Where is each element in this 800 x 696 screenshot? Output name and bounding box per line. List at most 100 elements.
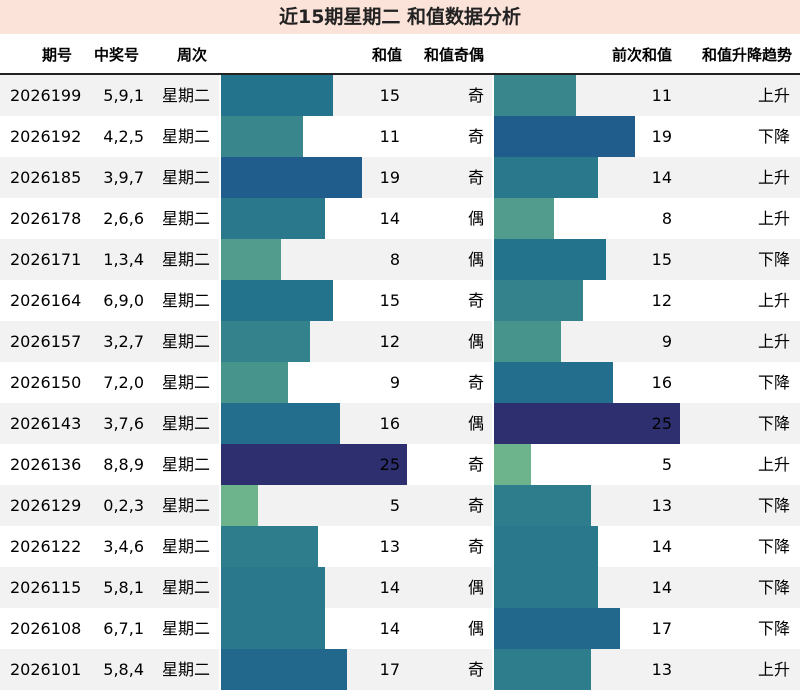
sum-bar — [221, 280, 333, 321]
sum-bar — [221, 444, 407, 485]
column-separator — [219, 280, 221, 321]
column-separator — [219, 567, 221, 608]
issue-cell: 2026108 — [10, 619, 82, 638]
trend-cell: 上升 — [757, 291, 790, 310]
prev-sum-cell: 25 — [651, 414, 672, 433]
issue-cell: 2026178 — [10, 209, 82, 228]
header-parity: 和值奇偶 — [423, 46, 484, 64]
parity-cell: 奇 — [467, 127, 484, 146]
trend-cell: 上升 — [757, 86, 790, 105]
column-separator — [219, 198, 221, 239]
prev-sum-cell: 8 — [661, 209, 672, 228]
weekday-cell: 星期二 — [162, 168, 211, 187]
prev-sum-cell: 11 — [651, 86, 672, 105]
table-row: 2026129 0,2,3 星期二 5 奇 13 下降 — [0, 485, 800, 526]
issue-cell: 2026122 — [10, 537, 82, 556]
table-row: 2026164 6,9,0 星期二 15 奇 12 上升 — [0, 280, 800, 321]
sum-cell: 19 — [379, 168, 400, 187]
numbers-cell: 0,2,3 — [103, 496, 144, 515]
weekday-cell: 星期二 — [162, 250, 211, 269]
sum-bar — [221, 485, 258, 526]
sum-cell: 25 — [379, 455, 400, 474]
table-row: 2026122 3,4,6 星期二 13 奇 14 下降 — [0, 526, 800, 567]
column-separator — [492, 526, 494, 567]
column-separator — [219, 321, 221, 362]
issue-cell: 2026185 — [10, 168, 82, 187]
table-row: 2026185 3,9,7 星期二 19 奇 14 上升 — [0, 157, 800, 198]
trend-cell: 下降 — [757, 537, 790, 556]
column-separator — [219, 649, 221, 690]
column-separator — [219, 608, 221, 649]
sum-cell: 14 — [379, 619, 400, 638]
trend-cell: 上升 — [757, 660, 790, 679]
sum-cell: 15 — [379, 291, 400, 310]
prev-sum-cell: 5 — [661, 455, 672, 474]
numbers-cell: 1,3,4 — [103, 250, 144, 269]
parity-cell: 奇 — [467, 537, 484, 556]
weekday-cell: 星期二 — [162, 127, 211, 146]
prev-sum-cell: 9 — [661, 332, 672, 351]
prev-sum-bar — [494, 116, 635, 157]
issue-cell: 2026115 — [10, 578, 82, 597]
sum-bar — [221, 608, 325, 649]
column-separator — [492, 239, 494, 280]
prev-sum-bar — [494, 403, 680, 444]
numbers-cell: 6,9,0 — [103, 291, 144, 310]
column-separator — [219, 116, 221, 157]
prev-sum-bar — [494, 526, 598, 567]
prev-sum-cell: 16 — [651, 373, 672, 392]
column-separator — [219, 157, 221, 198]
prev-sum-cell: 19 — [651, 127, 672, 146]
issue-cell: 2026129 — [10, 496, 82, 515]
weekday-cell: 星期二 — [162, 414, 211, 433]
numbers-cell: 5,9,1 — [103, 86, 144, 105]
numbers-cell: 8,8,9 — [103, 455, 144, 474]
column-separator — [219, 485, 221, 526]
sum-cell: 11 — [379, 127, 400, 146]
parity-cell: 奇 — [467, 373, 484, 392]
table-row: 2026192 4,2,5 星期二 11 奇 19 下降 — [0, 116, 800, 157]
table-row: 2026199 5,9,1 星期二 15 奇 11 上升 — [0, 75, 800, 116]
sum-cell: 15 — [379, 86, 400, 105]
column-separator — [492, 485, 494, 526]
weekday-cell: 星期二 — [162, 578, 211, 597]
prev-sum-cell: 12 — [651, 291, 672, 310]
header-prev-sum: 前次和值 — [611, 46, 672, 64]
issue-cell: 2026150 — [10, 373, 82, 392]
sum-cell: 8 — [389, 250, 400, 269]
parity-cell: 偶 — [467, 209, 484, 228]
header-numbers: 中奖号 — [94, 46, 140, 64]
column-separator — [492, 157, 494, 198]
prev-sum-bar — [494, 321, 561, 362]
prev-sum-bar — [494, 198, 554, 239]
issue-cell: 2026143 — [10, 414, 82, 433]
weekday-cell: 星期二 — [162, 619, 211, 638]
table-row: 2026136 8,8,9 星期二 25 奇 5 上升 — [0, 444, 800, 485]
sum-bar — [221, 362, 288, 403]
prev-sum-bar — [494, 75, 576, 116]
trend-cell: 下降 — [757, 373, 790, 392]
column-separator — [492, 567, 494, 608]
parity-cell: 奇 — [467, 291, 484, 310]
sum-cell: 14 — [379, 578, 400, 597]
table-row: 2026150 7,2,0 星期二 9 奇 16 下降 — [0, 362, 800, 403]
parity-cell: 偶 — [467, 414, 484, 433]
column-separator — [492, 280, 494, 321]
sum-bar — [221, 649, 347, 690]
table-title: 近15期星期二 和值数据分析 — [0, 0, 800, 34]
prev-sum-cell: 17 — [651, 619, 672, 638]
prev-sum-bar — [494, 608, 620, 649]
issue-cell: 2026171 — [10, 250, 82, 269]
parity-cell: 偶 — [467, 250, 484, 269]
prev-sum-cell: 14 — [651, 578, 672, 597]
sum-cell: 16 — [379, 414, 400, 433]
header-weekday: 周次 — [177, 46, 208, 64]
sum-bar — [221, 75, 333, 116]
trend-cell: 上升 — [757, 332, 790, 351]
parity-cell: 偶 — [467, 619, 484, 638]
prev-sum-bar — [494, 444, 531, 485]
sum-bar — [221, 198, 325, 239]
numbers-cell: 3,4,6 — [103, 537, 144, 556]
prev-sum-cell: 13 — [651, 496, 672, 515]
column-separator — [219, 526, 221, 567]
